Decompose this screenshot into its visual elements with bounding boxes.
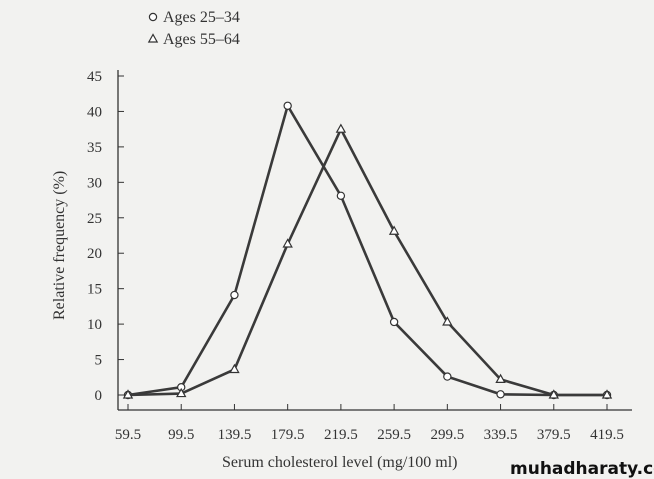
series-1 [123, 101, 612, 400]
y-tick-label: 0 [95, 388, 103, 404]
y-tick-label: 25 [87, 211, 102, 227]
data-point [122, 389, 134, 399]
y-tick-label: 30 [87, 175, 102, 191]
data-point [230, 290, 239, 300]
axes: 0 5 10 15 20 25 30 35 40 45 59.5 99.5 139.5 179.5 219.… [87, 69, 632, 443]
data-point [283, 101, 292, 110]
data-point [229, 363, 240, 374]
y-tick-label: 15 [87, 282, 102, 298]
x-tick-label: 59.5 [115, 427, 141, 443]
y-tick-label: 45 [87, 69, 102, 85]
x-tick-label: 179.5 [271, 427, 305, 443]
series-2 [122, 123, 613, 399]
watermark: muhadharaty.com [510, 459, 654, 479]
legend-label: Ages 55–64 [163, 31, 240, 48]
y-tick-label: 40 [87, 104, 102, 120]
series-layer [122, 101, 613, 400]
data-point [175, 387, 187, 398]
x-tick-label: 99.5 [168, 427, 194, 443]
triangle-marker-icon [147, 33, 159, 43]
x-tick-label: 379.5 [537, 427, 571, 443]
data-point [495, 373, 506, 384]
x-tick-label: 299.5 [430, 427, 464, 443]
legend-item: Ages 25–34 [148, 9, 240, 26]
data-point [389, 317, 399, 327]
legend: Ages 25–34 Ages 55–64 [147, 9, 240, 48]
data-point [601, 389, 613, 399]
y-tick-label: 35 [87, 140, 102, 156]
series-line [127, 126, 607, 397]
data-point [336, 191, 346, 201]
x-tick-label: 259.5 [377, 427, 411, 443]
data-point [548, 389, 560, 399]
y-tick-label: 20 [87, 246, 102, 262]
y-axis-label: Relative frequency (%) [51, 171, 68, 320]
data-point [496, 390, 505, 399]
data-point [442, 316, 453, 326]
x-axis-label: Serum cholesterol level (mg/100 ml) [222, 454, 458, 471]
y-tick-label: 10 [87, 317, 102, 333]
data-point [282, 238, 293, 248]
legend-item: Ages 55–64 [147, 31, 240, 48]
circle-marker-icon [148, 12, 158, 22]
x-tick-label: 139.5 [218, 427, 252, 443]
x-tick-label: 419.5 [590, 427, 624, 443]
x-tick-label: 219.5 [324, 427, 358, 443]
series-line [127, 102, 607, 397]
y-tick-label: 5 [95, 353, 103, 369]
legend-label: Ages 25–34 [163, 9, 240, 26]
data-point [388, 225, 400, 235]
x-tick-label: 339.5 [484, 427, 518, 443]
data-point [335, 123, 347, 133]
data-point [443, 372, 452, 381]
